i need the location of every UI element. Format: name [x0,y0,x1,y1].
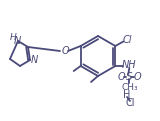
Text: CH₃: CH₃ [121,83,138,91]
Text: H: H [10,34,16,42]
Text: H: H [123,90,131,100]
Text: Cl: Cl [125,98,135,108]
Text: O: O [117,72,125,82]
Text: S: S [126,72,133,82]
Text: N: N [30,55,38,65]
Text: Cl: Cl [123,35,132,45]
Text: N: N [13,36,21,46]
Text: O: O [61,46,69,56]
Text: NH: NH [122,60,137,70]
Text: O: O [133,72,141,82]
